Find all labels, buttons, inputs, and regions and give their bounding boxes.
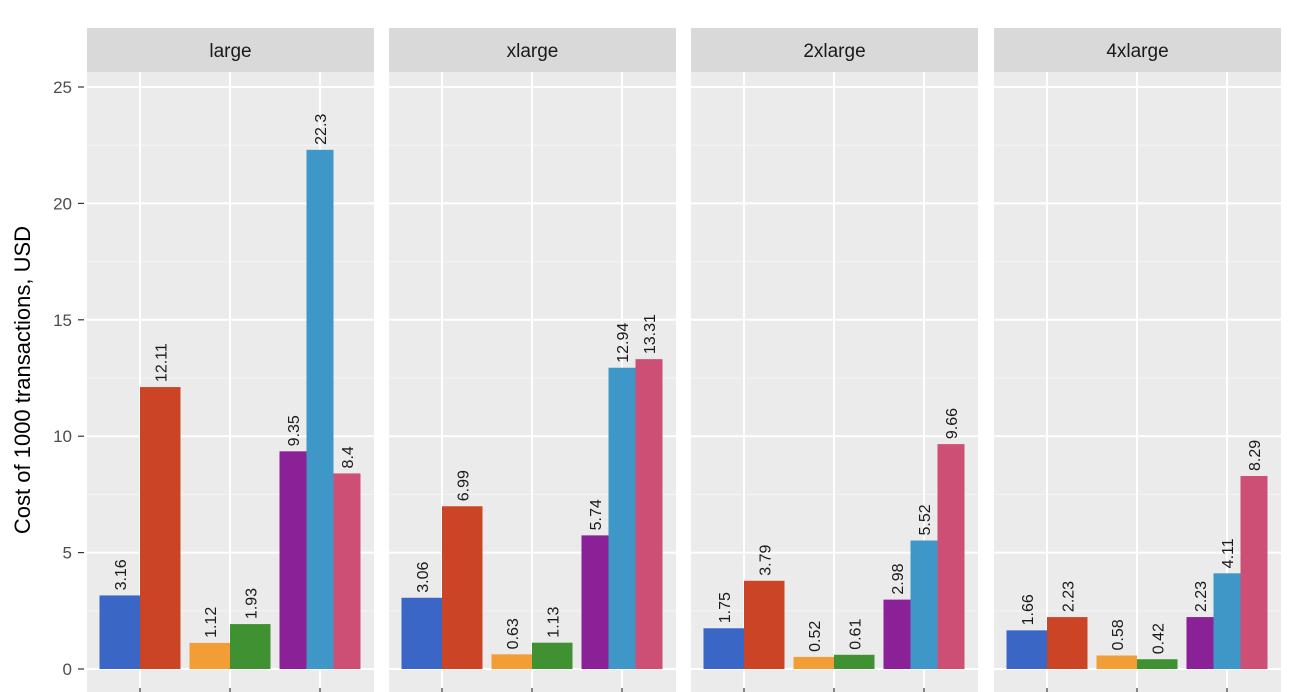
bar [532, 642, 573, 669]
bar [99, 595, 140, 669]
bar-value-label: 4.11 [1220, 538, 1237, 568]
bar [581, 535, 609, 669]
y-axis-title: Cost of 1000 transactions, USD [10, 226, 35, 534]
y-tick-label: 10 [53, 427, 72, 446]
bar-value-label: 8.29 [1247, 440, 1264, 471]
bar [279, 451, 307, 669]
bar-value-label: 1.93 [243, 588, 260, 619]
bar [230, 624, 271, 669]
bar [333, 473, 361, 669]
bar [608, 367, 636, 669]
bar-value-label: 22.3 [313, 114, 330, 145]
bar [937, 444, 965, 669]
facet-title: 4xlarge [1106, 41, 1168, 62]
facet-strip [691, 28, 978, 72]
bar [189, 642, 230, 669]
bar-value-label: 1.75 [717, 592, 734, 623]
bar [140, 387, 181, 669]
bar-value-label: 3.79 [757, 545, 774, 576]
y-tick-label: 15 [53, 311, 72, 330]
bar-value-label: 0.61 [847, 619, 864, 650]
bar-value-label: 0.52 [807, 621, 824, 652]
bar [793, 656, 834, 669]
bar-value-label: 5.52 [917, 504, 934, 535]
bar-value-label: 9.35 [286, 415, 303, 446]
bar [491, 654, 532, 669]
bar-value-label: 8.4 [340, 446, 357, 468]
bar [1096, 655, 1137, 669]
bar [1186, 617, 1214, 669]
bar [703, 628, 744, 669]
y-tick-label: 20 [53, 194, 72, 213]
facet-strip [87, 28, 374, 72]
bar-value-label: 2.23 [1060, 581, 1077, 612]
bar-value-label: 1.66 [1020, 594, 1037, 625]
bar-value-label: 3.06 [415, 562, 432, 593]
y-tick-label: 25 [53, 78, 72, 97]
facet-title: xlarge [507, 41, 559, 62]
bar [306, 149, 334, 669]
facet-strip [994, 28, 1281, 72]
bar-value-label: 12.11 [153, 343, 170, 382]
bar-value-label: 2.98 [890, 563, 907, 594]
bar [1137, 659, 1178, 669]
bar-value-label: 3.16 [113, 559, 130, 590]
bar-value-label: 1.12 [203, 607, 220, 638]
bar-value-label: 1.13 [545, 606, 562, 637]
bar [1047, 617, 1088, 669]
y-tick-label: 5 [63, 544, 72, 563]
bar-value-label: 12.94 [615, 323, 632, 363]
bar [1213, 573, 1241, 669]
bar-value-label: 13.31 [642, 314, 659, 354]
bar [834, 654, 875, 669]
bar [910, 540, 938, 669]
bar [635, 359, 663, 669]
facet-strip [389, 28, 676, 72]
bar [1240, 476, 1268, 669]
facet-title: large [209, 41, 251, 62]
facet-title: 2xlarge [803, 41, 865, 62]
bar-value-label: 5.74 [588, 499, 605, 530]
bar [442, 506, 483, 669]
y-tick-label: 0 [63, 660, 72, 679]
bar-value-label: 0.58 [1110, 619, 1127, 650]
bar [401, 597, 442, 669]
bar-value-label: 2.23 [1193, 581, 1210, 612]
bar-value-label: 6.99 [455, 470, 472, 501]
bar-value-label: 0.63 [505, 618, 522, 649]
bar [1006, 630, 1047, 669]
bar [744, 580, 785, 669]
bar-value-label: 0.42 [1150, 623, 1167, 654]
bar-value-label: 9.66 [944, 408, 961, 439]
bar [883, 599, 911, 669]
